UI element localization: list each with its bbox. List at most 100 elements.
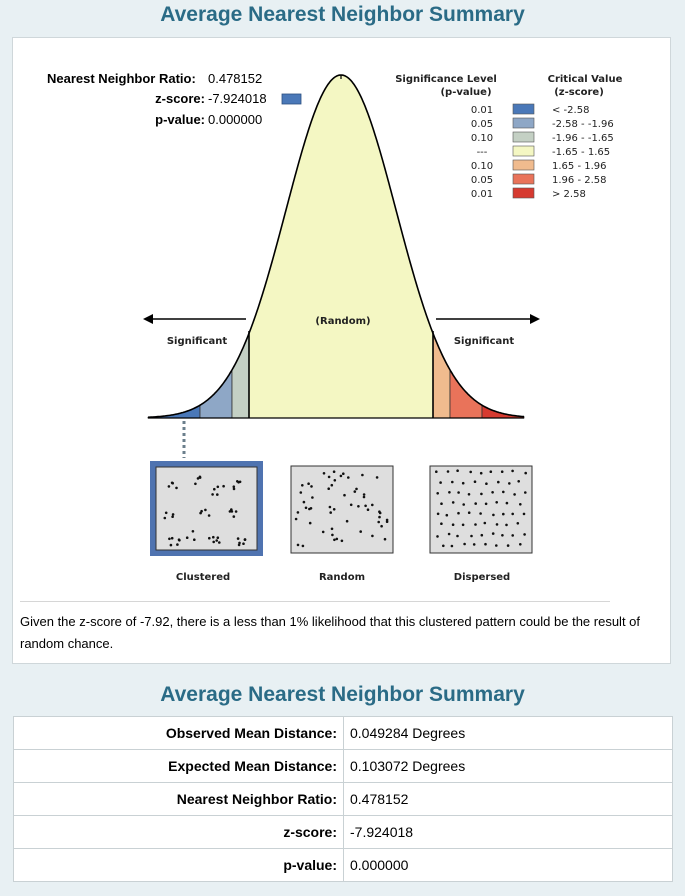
- point-marker: [170, 536, 174, 540]
- point-marker: [362, 493, 366, 496]
- point-marker: [479, 471, 483, 475]
- point-marker: [321, 530, 325, 534]
- point-marker: [301, 544, 305, 548]
- point-marker: [516, 522, 520, 525]
- legend-swatch: [512, 159, 535, 171]
- point-marker: [212, 540, 215, 544]
- table-label: Expected Mean Distance:: [13, 749, 344, 783]
- point-marker: [436, 512, 440, 516]
- point-marker: [511, 534, 514, 537]
- table-row: Observed Mean Distance: 0.049284 Degrees: [13, 716, 673, 750]
- point-marker: [361, 473, 364, 477]
- point-marker: [359, 530, 363, 533]
- point-marker: [296, 543, 300, 547]
- point-marker: [296, 511, 300, 514]
- point-marker: [508, 482, 511, 485]
- point-marker: [171, 513, 175, 516]
- point-marker: [176, 543, 179, 546]
- point-marker: [524, 491, 527, 494]
- point-marker: [347, 476, 350, 479]
- point-marker: [211, 493, 214, 496]
- point-marker: [380, 524, 383, 528]
- point-marker: [439, 481, 442, 484]
- point-marker: [450, 544, 454, 548]
- legend-p-value: 0.05: [471, 175, 493, 186]
- table-value: -7.924018: [343, 815, 673, 849]
- point-marker: [467, 511, 471, 514]
- point-marker: [213, 487, 216, 491]
- point-marker: [364, 504, 367, 508]
- point-marker: [457, 491, 460, 494]
- table-value: 0.000000: [343, 848, 673, 882]
- point-marker: [327, 475, 331, 479]
- point-marker: [207, 514, 211, 517]
- point-marker: [243, 538, 247, 541]
- point-marker: [216, 485, 220, 489]
- table-title: Average Nearest Neighbor Summary: [160, 683, 525, 706]
- point-marker: [199, 511, 202, 515]
- point-marker: [329, 511, 333, 514]
- point-marker: [451, 480, 454, 484]
- legend-z-range: > 2.58: [552, 189, 586, 200]
- legend-p-value: 0.01: [471, 189, 493, 200]
- point-marker: [218, 541, 221, 544]
- point-marker: [523, 533, 526, 536]
- point-marker: [309, 507, 313, 510]
- point-marker: [435, 470, 438, 474]
- point-marker: [456, 534, 459, 538]
- point-marker: [322, 472, 326, 475]
- point-marker: [480, 492, 483, 496]
- random-pattern-label: Random: [319, 572, 365, 583]
- point-marker: [501, 534, 504, 537]
- point-marker: [502, 512, 505, 516]
- ratio-value: 0.478152: [208, 71, 262, 86]
- point-marker: [385, 518, 389, 522]
- point-marker: [331, 533, 334, 537]
- point-marker: [330, 483, 334, 487]
- point-marker: [377, 520, 381, 524]
- point-marker: [301, 484, 304, 487]
- point-marker: [371, 503, 374, 507]
- point-marker: [461, 481, 465, 485]
- point-marker: [484, 502, 488, 506]
- point-marker: [339, 474, 343, 478]
- random-points: [294, 470, 389, 548]
- point-marker: [474, 523, 477, 526]
- point-marker: [343, 493, 346, 497]
- point-marker: [185, 536, 189, 539]
- point-marker: [505, 523, 508, 527]
- region-dispersed-010: [432, 333, 451, 419]
- legend-swatch: [512, 145, 535, 157]
- point-marker: [340, 539, 344, 543]
- summary-table: Observed Mean Distance: 0.049284 Degrees…: [13, 716, 673, 882]
- legend-p-value: 0.10: [471, 133, 493, 144]
- point-marker: [469, 470, 473, 474]
- legend-z-range: -2.58 - -1.96: [552, 119, 614, 130]
- point-marker: [451, 501, 455, 504]
- point-marker: [462, 503, 466, 506]
- legend-z-range: -1.96 - -1.65: [552, 133, 614, 144]
- table-value: 0.049284 Degrees: [343, 716, 673, 750]
- point-marker: [236, 537, 240, 540]
- point-marker: [522, 512, 526, 516]
- point-marker: [170, 481, 174, 485]
- legend-rows: 0.01 < -2.58 0.05 -2.58 - -1.96 0.10 -1.96 - …: [471, 103, 614, 200]
- point-marker: [440, 502, 443, 506]
- point-marker: [198, 476, 202, 479]
- point-marker: [446, 470, 450, 473]
- point-marker: [333, 479, 337, 482]
- legend-p-value: ---: [477, 147, 488, 158]
- pvalue-value: 0.000000: [208, 112, 262, 127]
- point-marker: [491, 491, 494, 494]
- point-marker: [167, 485, 171, 488]
- point-marker: [473, 480, 477, 484]
- point-marker: [495, 501, 499, 504]
- point-marker: [234, 510, 238, 513]
- legend-swatch: [512, 103, 535, 115]
- point-marker: [208, 536, 211, 540]
- point-marker: [495, 544, 498, 547]
- point-marker: [177, 538, 181, 541]
- point-marker: [222, 484, 225, 488]
- point-marker: [168, 537, 171, 541]
- point-marker: [333, 538, 336, 542]
